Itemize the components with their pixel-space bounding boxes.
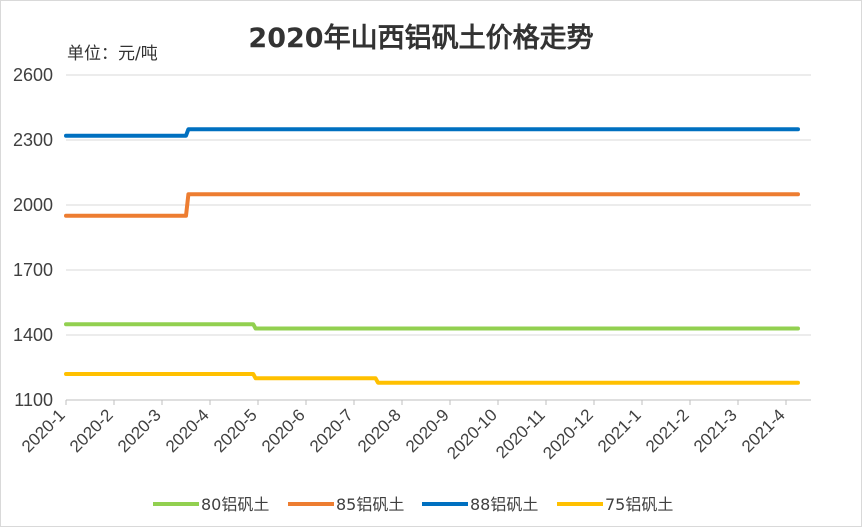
- x-tick-label: 2020-4: [162, 405, 213, 456]
- series-line-4: [64, 372, 800, 385]
- legend-label: 80铝矾土: [201, 495, 269, 514]
- x-tick-label: 2021-4: [738, 405, 789, 456]
- legend-label: 85铝矾土: [336, 495, 404, 514]
- x-tick-label: 2020-10: [443, 405, 501, 463]
- grid-lines: [66, 74, 811, 336]
- x-tick-label: 2020-6: [258, 405, 309, 456]
- series-line-3: [64, 127, 800, 138]
- axes: 1100140017002000230026002020-12020-22020…: [13, 65, 811, 463]
- series-line-2: [64, 192, 800, 218]
- y-tick-label: 1100: [14, 390, 53, 410]
- x-tick-label: 2021-2: [642, 405, 693, 456]
- y-tick-label: 2600: [13, 65, 53, 85]
- series-line-1: [64, 322, 800, 331]
- y-tick-label: 1700: [13, 260, 53, 280]
- y-tick-label: 1400: [13, 325, 53, 345]
- x-tick-label: 2020-11: [492, 405, 549, 462]
- x-tick-label: 2020-7: [306, 405, 357, 456]
- x-tick-label: 2020-3: [114, 405, 165, 456]
- chart-title: 2020年山西铝矾土价格走势: [248, 22, 593, 54]
- x-tick-label: 2020-1: [18, 405, 69, 456]
- series-lines: [64, 127, 800, 385]
- y-tick-label: 2000: [13, 195, 53, 215]
- x-tick-label: 2021-1: [594, 405, 645, 456]
- legend-label: 88铝矾土: [470, 495, 538, 514]
- y-tick-label: 2300: [13, 130, 53, 150]
- legend: 80铝矾土 85铝矾土 88铝矾土 75铝矾土: [153, 495, 673, 514]
- x-tick-label: 2020-8: [354, 405, 405, 456]
- x-tick-label: 2020-2: [66, 405, 117, 456]
- unit-label: 单位：元/吨: [67, 44, 158, 64]
- legend-label: 75铝矾土: [605, 495, 673, 514]
- x-tick-label: 2021-3: [690, 405, 741, 456]
- x-tick-label: 2020-5: [210, 405, 261, 456]
- x-tick-label: 2020-12: [539, 405, 597, 463]
